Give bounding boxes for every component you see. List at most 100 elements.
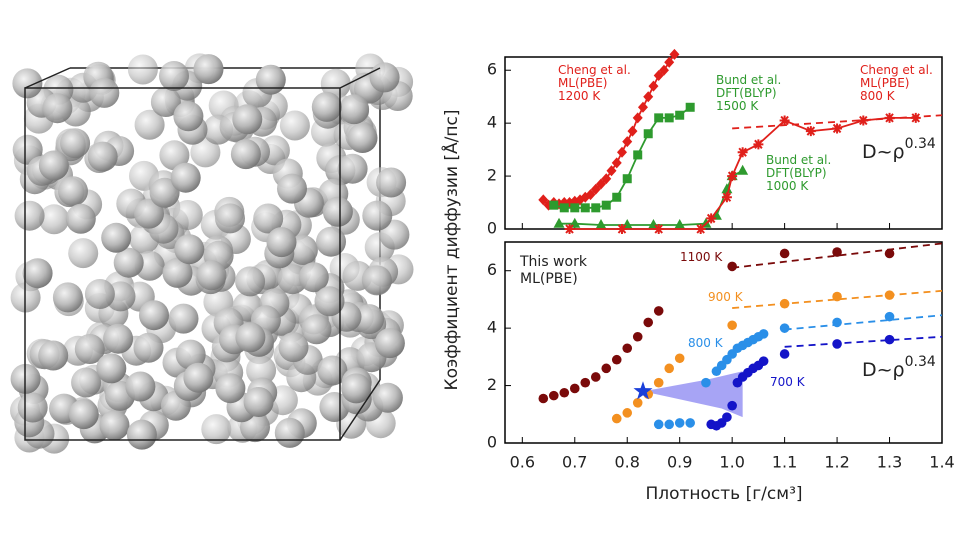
x-tick-label: 1.0 [719,453,744,472]
sphere [274,417,305,448]
marker [779,115,790,126]
marker [737,147,748,158]
sphere [215,203,245,234]
marker [622,174,632,184]
sphere [174,234,205,265]
sphere [139,300,169,331]
series-label: Bund et al. DFT(BLYP) 1000 K [766,153,831,193]
sphere [150,87,181,117]
marker [616,224,627,234]
marker [753,139,764,150]
sphere [38,150,69,181]
marker [632,398,643,408]
sphere [38,340,69,371]
sphere [279,110,310,141]
series-label-line: 800 K [860,89,896,103]
y-tick-label: 4 [487,113,497,132]
marker [758,356,769,366]
sphere [103,323,134,354]
marker [622,136,633,148]
sphere [149,177,180,208]
sphere [22,258,53,289]
x-tick-label: 0.7 [562,453,587,472]
marker [706,213,717,224]
sphere [173,101,204,132]
marker [590,183,601,195]
note-line: This work [519,254,588,270]
marker [858,115,869,126]
marker [653,377,664,388]
series-label: Bund et al. DFT(BLYP) 1500 K [716,73,781,113]
sphere [125,371,156,402]
marker [632,331,643,342]
marker [627,125,638,137]
marker [674,353,685,364]
marker [538,194,549,206]
marker [569,383,580,394]
sphere [126,419,157,450]
marker [884,334,895,345]
sphere [159,140,190,171]
marker [643,129,653,139]
sphere [127,54,158,85]
box-edge [24,67,71,89]
sphere [215,373,246,404]
marker [580,203,590,213]
x-tick-label: 0.6 [510,453,535,472]
sphere [320,68,351,99]
sphere [99,410,130,441]
sphere [322,196,353,227]
sphere [354,304,385,335]
sphere [183,362,214,393]
y-tick-label: 0 [487,219,497,238]
sphere [230,139,261,170]
plot-frame [504,241,943,444]
marker [779,248,790,259]
marker [538,393,549,404]
scaling-law: D~ρ0.34 [862,136,936,163]
sphere [39,204,70,235]
marker [727,400,737,411]
fit-line [784,335,943,348]
marker [685,102,695,112]
marker [664,363,675,374]
sphere [190,137,221,168]
marker [553,217,565,228]
note: This work ML(PBE) [519,254,588,287]
x-tick-label: 1.3 [877,453,902,472]
marker [710,209,722,220]
marker [721,183,733,194]
sphere [14,200,45,231]
marker [737,164,749,175]
sphere [133,332,164,363]
sphere [162,257,193,288]
marker [616,146,627,158]
marker [722,412,732,422]
box-edge [24,67,381,441]
series-label-line: Cheng et al. [860,63,933,77]
sphere [316,226,346,257]
fit-line [784,314,943,331]
sphere [172,200,203,230]
marker [559,203,569,213]
marker [779,323,790,333]
marker [590,372,601,382]
marker [637,101,648,113]
y-axis-label: Коэффициент диффузии [Å/пс] [440,110,462,391]
y-tick-label: 2 [487,375,497,394]
marker [549,200,559,210]
sphere [42,93,73,124]
sphere [52,282,83,313]
sphere [196,260,227,291]
sphere [60,128,91,159]
sphere [175,339,206,370]
marker [685,418,695,428]
series-label-line: 1100 K [680,250,723,264]
marker [721,192,732,203]
series-label-line: Cheng et al. [558,63,631,77]
marker [664,56,675,68]
marker [675,110,685,120]
series-label-line: 800 K [688,336,724,350]
sphere [71,367,102,398]
